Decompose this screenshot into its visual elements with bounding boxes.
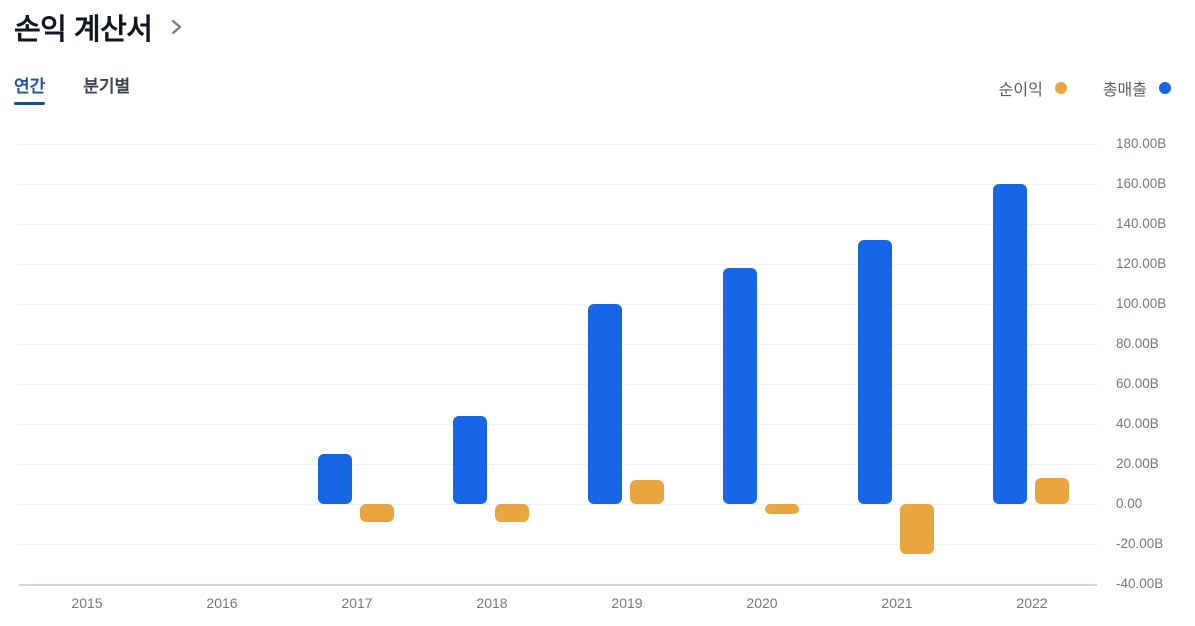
- gridline-120.00B: [19, 264, 1097, 265]
- y-axis-label-20.00B: 20.00B: [1116, 456, 1159, 471]
- gridline--40.00B: [19, 584, 1097, 586]
- net-income-bar-2022[interactable]: [1035, 478, 1069, 504]
- page-header: 손익 계산서: [14, 6, 186, 48]
- chart-legend: 순이익 총매출: [999, 76, 1171, 100]
- legend-label-revenue: 총매출: [1102, 82, 1147, 99]
- net-income-bar-2020[interactable]: [765, 504, 799, 514]
- gridline-180.00B: [19, 144, 1097, 145]
- legend-label-net-income: 순이익: [998, 82, 1043, 99]
- gridline-40.00B: [19, 424, 1097, 425]
- net-income-bar-2017[interactable]: [360, 504, 394, 522]
- x-axis-label-2016: 2016: [206, 595, 238, 611]
- revenue-dot-icon: [1159, 82, 1171, 94]
- x-axis-label-2019: 2019: [611, 595, 643, 611]
- revenue-bar-2018[interactable]: [453, 416, 487, 504]
- revenue-bar-2022[interactable]: [993, 184, 1027, 504]
- gridline-80.00B: [19, 344, 1097, 345]
- revenue-bar-2017[interactable]: [318, 454, 352, 504]
- tab-quarterly[interactable]: 분기별: [83, 77, 131, 96]
- gridline-60.00B: [19, 384, 1097, 385]
- gridline-140.00B: [19, 224, 1097, 225]
- y-axis-label-80.00B: 80.00B: [1116, 336, 1159, 351]
- y-axis-label-180.00B: 180.00B: [1116, 136, 1167, 151]
- net-income-dot-icon: [1054, 82, 1067, 94]
- chevron-right-icon[interactable]: [166, 17, 186, 37]
- x-axis-label-2015: 2015: [71, 595, 103, 611]
- gridline--20.00B: [19, 544, 1097, 545]
- net-income-bar-2018[interactable]: [495, 504, 529, 522]
- y-axis-label--20.00B: -20.00B: [1116, 536, 1164, 551]
- legend-item-revenue[interactable]: 총매출: [1103, 76, 1171, 100]
- tab-annual[interactable]: 연간: [14, 72, 46, 105]
- gridline-160.00B: [19, 184, 1097, 185]
- net-income-bar-2019[interactable]: [630, 480, 664, 504]
- revenue-bar-2020[interactable]: [723, 268, 757, 504]
- net-income-bar-2021[interactable]: [900, 504, 934, 554]
- gridline-100.00B: [19, 304, 1097, 305]
- gridline-0.00: [19, 504, 1097, 505]
- x-axis-label-2021: 2021: [881, 595, 913, 611]
- y-axis-label-120.00B: 120.00B: [1116, 256, 1167, 271]
- x-axis-label-2020: 2020: [746, 595, 778, 611]
- x-axis-label-2018: 2018: [476, 595, 508, 611]
- y-axis-label-60.00B: 60.00B: [1116, 376, 1159, 391]
- y-axis-label--40.00B: -40.00B: [1116, 576, 1164, 591]
- revenue-bar-2019[interactable]: [588, 304, 622, 504]
- y-axis-label-160.00B: 160.00B: [1116, 176, 1167, 191]
- page-title: 손익 계산서: [14, 14, 153, 46]
- y-axis-label-40.00B: 40.00B: [1116, 416, 1159, 431]
- x-axis-label-2022: 2022: [1016, 595, 1048, 611]
- legend-item-net-income[interactable]: 순이익: [999, 76, 1067, 100]
- period-tabs: 연간 분기별: [14, 72, 168, 105]
- gridline-20.00B: [19, 464, 1097, 465]
- y-axis-label-0.00: 0.00: [1116, 496, 1143, 511]
- y-axis-label-100.00B: 100.00B: [1116, 296, 1167, 311]
- x-axis-label-2017: 2017: [341, 595, 373, 611]
- y-axis-label-140.00B: 140.00B: [1116, 216, 1167, 231]
- revenue-bar-2021[interactable]: [858, 240, 892, 504]
